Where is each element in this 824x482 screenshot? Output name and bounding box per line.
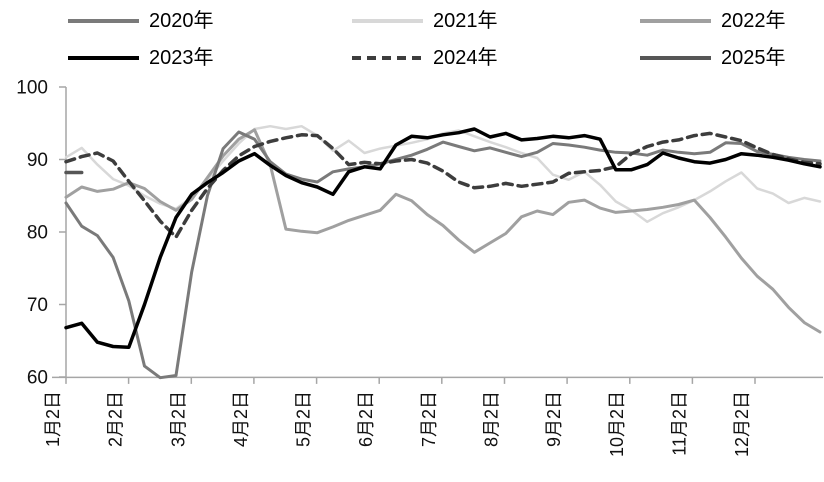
legend-item-2025: 2025年 <box>640 46 786 70</box>
legend-label: 2021年 <box>433 10 498 32</box>
series-line-2020 <box>64 130 822 380</box>
x-tick-label: 3月2日 <box>168 391 188 447</box>
x-tick-label: 1月2日 <box>43 391 63 447</box>
x-tick-label: 5月2日 <box>294 391 314 447</box>
x-tick-label: 6月2日 <box>356 391 376 447</box>
legend-swatch-2022 <box>640 19 711 23</box>
legend-label: 2025年 <box>721 47 786 69</box>
series-line-2022 <box>64 128 822 334</box>
legend-swatch-2023 <box>68 56 139 60</box>
legend-item-2024: 2024年 <box>352 46 498 70</box>
y-tick-label: 70 <box>27 295 48 316</box>
legend-item-2020: 2020年 <box>68 9 214 33</box>
series-line-2023 <box>64 127 822 350</box>
legend: 2020年 2021年 2022年 2023年 2024年 2025年 <box>0 0 824 80</box>
legend-label: 2020年 <box>149 10 214 32</box>
y-tick-label: 90 <box>27 150 48 171</box>
x-tick-label: 9月2日 <box>544 391 564 447</box>
y-tick-label: 80 <box>27 223 48 244</box>
y-tick-label: 100 <box>16 78 48 99</box>
legend-label: 2023年 <box>149 47 214 69</box>
x-tick-label: 12月2日 <box>732 391 752 457</box>
legend-label: 2022年 <box>721 10 786 32</box>
y-tick-label: 60 <box>27 368 48 389</box>
legend-swatch-2024 <box>352 56 423 60</box>
legend-swatch-2025 <box>640 56 711 60</box>
x-tick-label: 10月2日 <box>607 391 627 457</box>
legend-item-2023: 2023年 <box>68 46 214 70</box>
legend-item-2021: 2021年 <box>352 9 498 33</box>
series-line-2024 <box>64 131 822 239</box>
legend-swatch-2021 <box>352 19 423 23</box>
x-tick-label: 4月2日 <box>231 391 251 447</box>
legend-swatch-2020 <box>68 19 139 23</box>
x-tick-label: 2月2日 <box>106 391 126 447</box>
x-tick-label: 7月2日 <box>419 391 439 447</box>
x-tick-label: 11月2日 <box>669 391 689 456</box>
legend-item-2022: 2022年 <box>640 9 786 33</box>
legend-label: 2024年 <box>433 47 498 69</box>
x-tick-label: 8月2日 <box>482 391 502 447</box>
